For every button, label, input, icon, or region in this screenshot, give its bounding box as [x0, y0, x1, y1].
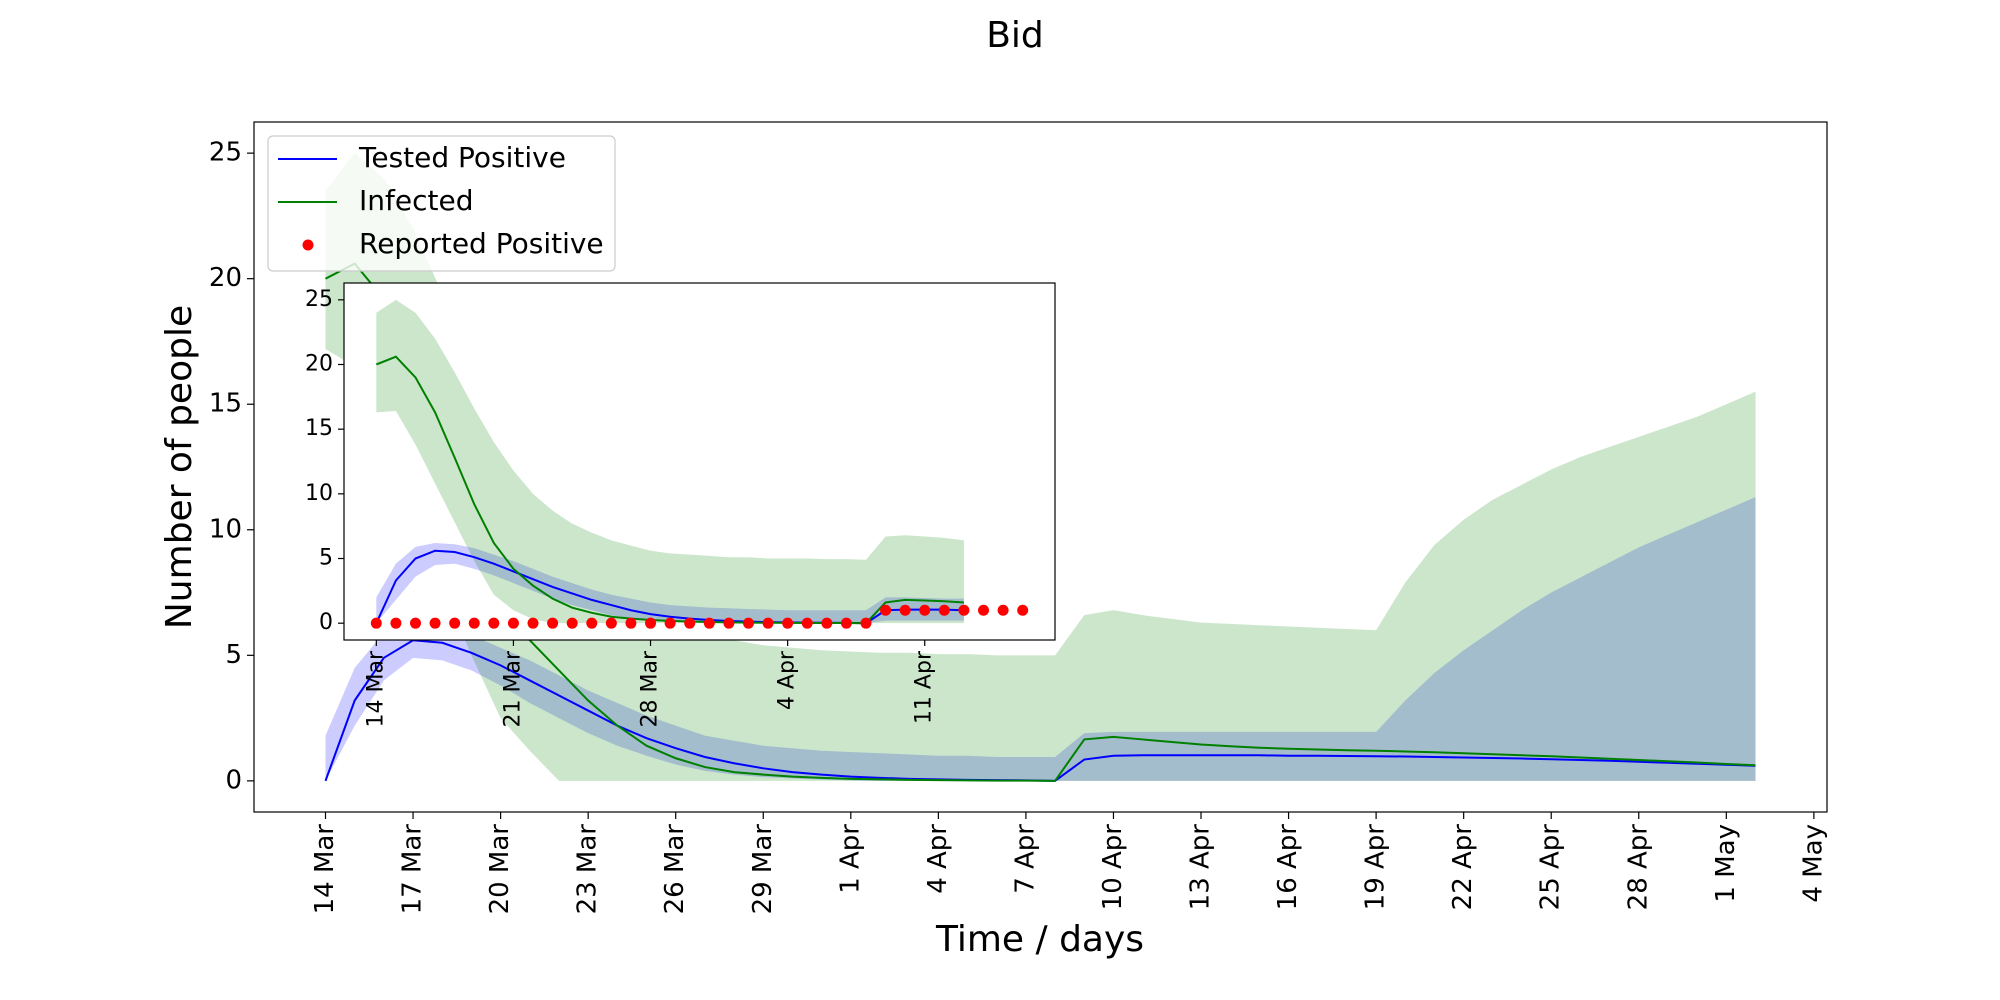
data-point — [840, 617, 852, 629]
inset-background — [344, 283, 1055, 640]
x-tick-label: 28 Apr — [1623, 824, 1653, 911]
x-tick-label: 10 Apr — [1098, 824, 1128, 911]
data-point — [899, 604, 911, 616]
y-tick-label: 0 — [319, 610, 333, 635]
data-point — [390, 617, 402, 629]
data-point — [605, 617, 617, 629]
y-tick-label: 20 — [209, 263, 242, 293]
data-point — [978, 604, 990, 616]
y-tick-label: 15 — [209, 389, 242, 419]
x-tick-label: 22 Apr — [1448, 824, 1478, 911]
legend-label: Reported Positive — [359, 227, 604, 260]
y-tick-label: 5 — [225, 640, 242, 670]
x-tick-label: 26 Mar — [660, 824, 690, 915]
legend-box — [267, 135, 616, 272]
data-point — [997, 604, 1009, 616]
data-point — [664, 617, 676, 629]
axes-frame — [343, 282, 1056, 641]
data-point — [742, 617, 754, 629]
data-point — [586, 617, 598, 629]
data-point — [645, 617, 657, 629]
x-tick-label: 21 Mar — [500, 650, 525, 727]
y-axis-label: Number of people — [159, 305, 200, 629]
x-tick-label: 14 Mar — [310, 824, 340, 915]
data-point — [880, 604, 892, 616]
confidence-band — [376, 299, 964, 624]
main-plot: 0 5 10 15 20 25 14 Mar 17 Mar 20 Mar 23 Mar 26 Mar… — [209, 121, 1828, 915]
inset-plot: 0 5 10 15 20 25 14 Mar 21 Mar 28 Mar 4 Apr 11 Apr — [305, 282, 1056, 728]
x-tick-label: 1 May — [1711, 824, 1741, 903]
legend-label: Infected — [359, 184, 473, 217]
plot-area — [324, 153, 1756, 782]
data-point — [409, 617, 421, 629]
data-point — [782, 617, 794, 629]
data-point — [468, 617, 480, 629]
x-axis-label: Time / days — [935, 919, 1144, 960]
data-point — [370, 617, 382, 629]
data-point — [938, 604, 950, 616]
x-tick-label: 25 Apr — [1536, 824, 1566, 911]
data-point — [527, 617, 539, 629]
x-tick-label: 11 Apr — [912, 650, 937, 724]
x-tick-label: 19 Apr — [1361, 824, 1391, 911]
x-tick-label: 14 Mar — [363, 650, 388, 727]
x-tick-label: 16 Apr — [1273, 824, 1303, 911]
x-tick-label: 13 Apr — [1186, 824, 1216, 911]
data-point — [723, 617, 735, 629]
data-point — [547, 617, 559, 629]
data-point — [488, 617, 500, 629]
y-tick-label: 0 — [225, 765, 242, 795]
x-tick-label: 4 May — [1798, 824, 1828, 903]
x-tick-label: 1 Apr — [835, 824, 865, 894]
data-point — [684, 617, 696, 629]
data-point — [1017, 604, 1029, 616]
data-point — [507, 617, 519, 629]
data-point — [625, 617, 637, 629]
data-point — [821, 617, 833, 629]
y-tick-label: 20 — [305, 351, 333, 376]
x-tick-label: 29 Mar — [748, 824, 778, 915]
y-tick-label: 25 — [209, 138, 242, 168]
legend-label: Tested Positive — [358, 141, 566, 174]
confidence-band — [325, 153, 1756, 781]
data-point — [919, 604, 931, 616]
legend: Tested Positive Infected Reported Positive — [267, 135, 616, 272]
data-point — [860, 617, 872, 629]
y-tick-label: 5 — [319, 546, 333, 571]
data-point — [703, 617, 715, 629]
x-tick-label: 28 Mar — [638, 650, 663, 727]
data-point — [801, 617, 813, 629]
x-tick-label: 23 Mar — [573, 824, 603, 915]
y-tick-label: 10 — [305, 481, 333, 506]
x-tick-label: 17 Mar — [398, 824, 428, 915]
x-tick-label: 20 Mar — [485, 824, 515, 915]
data-point — [449, 617, 461, 629]
confidence-band — [325, 497, 1756, 781]
legend-marker — [302, 239, 314, 251]
y-tick-label: 25 — [305, 287, 333, 312]
data-point — [762, 617, 774, 629]
x-tick-label: 4 Apr — [923, 824, 953, 894]
x-tick-label: 4 Apr — [775, 650, 800, 710]
y-tick-label: 10 — [209, 514, 242, 544]
data-point — [429, 617, 441, 629]
x-tick-label: 7 Apr — [1010, 824, 1040, 894]
chart-title: Bid — [986, 15, 1044, 56]
axes-frame — [253, 121, 1828, 813]
series-line — [325, 262, 1756, 782]
data-point — [566, 617, 578, 629]
data-point — [958, 604, 970, 616]
y-tick-label: 15 — [305, 416, 333, 441]
